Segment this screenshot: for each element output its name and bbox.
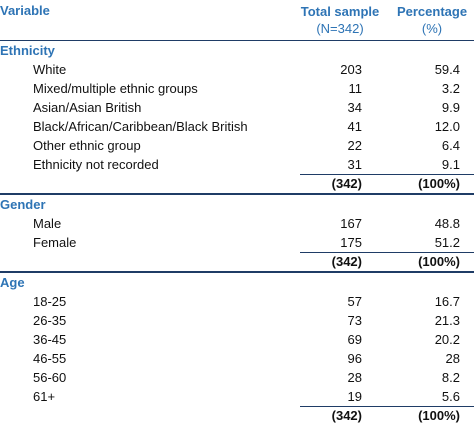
row-percentage: 48.8 (434, 216, 460, 231)
row-percentage: 6.4 (441, 138, 460, 153)
row-label: 46-55 (33, 351, 67, 366)
table-row: 36-45 69 20.2 (0, 330, 474, 349)
row-label: Mixed/multiple ethnic groups (33, 81, 198, 96)
header-percentage-title: Percentage (396, 4, 468, 19)
row-percentage: 5.6 (441, 389, 460, 404)
section-ethnicity: Ethnicity White 203 59.4 Mixed/multiple … (0, 41, 474, 195)
row-label: White (33, 62, 67, 77)
table-row: 46-55 96 28 (0, 349, 474, 368)
table-row: Asian/Asian British 34 9.9 (0, 98, 474, 117)
section-age: Age 18-25 57 16.7 26-35 73 21.3 36-45 69… (0, 273, 474, 425)
row-percentage: 51.2 (434, 235, 460, 250)
row-label: 56-60 (33, 370, 67, 385)
section-title: Ethnicity (0, 43, 55, 58)
table-row: 56-60 28 8.2 (0, 368, 474, 387)
row-percentage: 28 (445, 351, 460, 366)
row-percentage: 12.0 (434, 119, 460, 134)
row-percentage: 20.2 (434, 332, 460, 347)
row-label: 26-35 (33, 313, 67, 328)
row-count: 57 (347, 294, 362, 309)
row-count: 73 (347, 313, 362, 328)
row-count: 28 (347, 370, 362, 385)
total-count: (342) (331, 176, 362, 191)
row-label: Ethnicity not recorded (33, 157, 159, 172)
total-percentage: (100%) (418, 254, 460, 269)
header-variable: Variable (0, 3, 50, 18)
row-percentage: 9.9 (441, 100, 460, 115)
header-percentage: Percentage (%) (390, 3, 474, 37)
total-count: (342) (331, 408, 362, 423)
row-percentage: 21.3 (434, 313, 460, 328)
row-count: 96 (347, 351, 362, 366)
table-row: Black/African/Caribbean/Black British 41… (0, 117, 474, 136)
header-total-sample-sub: (N=342) (316, 21, 364, 36)
table-row: Female 175 51.2 (0, 233, 474, 252)
row-count: 31 (347, 157, 362, 172)
row-count: 34 (347, 100, 362, 115)
total-count: (342) (331, 254, 362, 269)
row-percentage: 16.7 (434, 294, 460, 309)
section-gender: Gender Male 167 48.8 Female 175 51.2 (34… (0, 195, 474, 273)
table-row: 61+ 19 5.6 (0, 387, 474, 406)
row-percentage: 9.1 (441, 157, 460, 172)
row-count: 41 (347, 119, 362, 134)
section-title: Gender (0, 197, 46, 212)
table-row: Other ethnic group 22 6.4 (0, 136, 474, 155)
row-label: Black/African/Caribbean/Black British (33, 119, 248, 134)
row-count: 11 (348, 81, 363, 96)
table-row: White 203 59.4 (0, 60, 474, 79)
row-label: Male (33, 216, 62, 231)
row-label: 36-45 (33, 332, 67, 347)
total-percentage: (100%) (418, 176, 460, 191)
table-row: Mixed/multiple ethnic groups 11 3.2 (0, 79, 474, 98)
section-total: (342) (100%) (300, 252, 474, 271)
row-count: 69 (347, 332, 362, 347)
table-row: 18-25 57 16.7 (0, 292, 474, 311)
header-total-sample: Total sample (N=342) (300, 3, 380, 37)
header-percentage-sub: (%) (421, 21, 443, 36)
row-count: 175 (340, 235, 362, 250)
row-percentage: 59.4 (434, 62, 460, 77)
row-label: Other ethnic group (33, 138, 141, 153)
row-count: 19 (347, 389, 362, 404)
row-percentage: 3.2 (441, 81, 460, 96)
table-row: Ethnicity not recorded 31 9.1 (0, 155, 474, 174)
total-percentage: (100%) (418, 408, 460, 423)
row-count: 167 (340, 216, 362, 231)
row-label: Asian/Asian British (33, 100, 142, 115)
table-row: Male 167 48.8 (0, 214, 474, 233)
row-count: 22 (347, 138, 362, 153)
row-percentage: 8.2 (441, 370, 460, 385)
row-label: 18-25 (33, 294, 67, 309)
header-total-sample-title: Total sample (300, 4, 380, 19)
row-count: 203 (340, 62, 362, 77)
section-title: Age (0, 275, 25, 290)
table-header: Variable Total sample (N=342) Percentage… (0, 0, 474, 41)
row-label: Female (33, 235, 77, 250)
section-total: (342) (100%) (300, 406, 474, 425)
table-row: 26-35 73 21.3 (0, 311, 474, 330)
row-label: 61+ (33, 389, 56, 404)
section-total: (342) (100%) (300, 174, 474, 193)
